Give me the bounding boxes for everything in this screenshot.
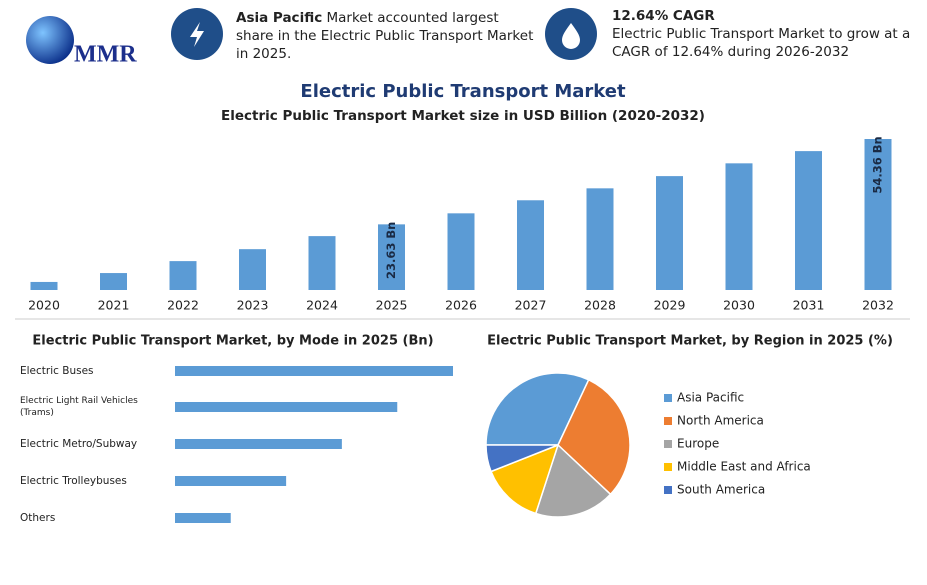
drop-icon <box>562 23 580 49</box>
legend-label: Middle East and Africa <box>677 460 811 474</box>
x-tick-label: 2023 <box>237 298 269 313</box>
legend-swatch <box>664 417 672 425</box>
legend-swatch <box>664 486 672 494</box>
bar <box>656 176 683 290</box>
bar <box>169 261 197 290</box>
x-tick-label: 2031 <box>793 298 825 313</box>
category-label: Electric Light Rail Vehicles (Trams) <box>20 396 138 418</box>
highlight-title: 12.64% CAGR <box>612 8 715 24</box>
chart-title: Electric Public Transport Market, by Mod… <box>32 334 433 349</box>
highlight: Asia Pacific Market accounted largest sh… <box>236 9 536 63</box>
highlight-text: Electric Public Transport Market to grow… <box>612 26 911 60</box>
bar <box>30 281 58 290</box>
legend-label: South America <box>677 483 765 497</box>
bar <box>795 151 822 290</box>
pie-slice <box>534 443 612 518</box>
x-tick-label: 2021 <box>98 298 130 313</box>
highlight: 12.64% CAGR Electric Public Transport Mar… <box>612 7 912 61</box>
x-tick-label: 2026 <box>445 298 477 313</box>
bolt-icon <box>190 22 204 47</box>
category-label: Others <box>20 512 56 524</box>
highlight-text: Market accounted largest share in the El… <box>236 10 534 62</box>
legend-label: Europe <box>677 437 719 451</box>
bar <box>239 249 266 290</box>
logo-globe <box>26 16 74 64</box>
logo-text: MMR <box>74 42 137 68</box>
bar <box>175 439 342 449</box>
x-tick-label: 2025 <box>376 298 408 313</box>
x-tick-label: 2027 <box>515 298 547 313</box>
highlight-bold: Asia Pacific <box>236 10 323 26</box>
bar <box>864 139 892 290</box>
bar <box>586 188 614 290</box>
chart-title: Electric Public Transport Market, by Reg… <box>487 334 893 349</box>
legend-swatch <box>664 440 672 448</box>
x-tick-label: 2022 <box>167 298 199 313</box>
pie-slice <box>485 372 590 446</box>
bar <box>725 163 753 290</box>
category-label: Electric Metro/Subway <box>20 438 138 450</box>
legend-label: North America <box>677 414 764 428</box>
legend-swatch <box>664 394 672 402</box>
x-tick-label: 2028 <box>584 298 616 313</box>
x-tick-label: 2030 <box>723 298 755 313</box>
bar <box>447 213 475 290</box>
legend-label: Asia Pacific <box>677 391 744 405</box>
bar <box>517 200 544 290</box>
chart-subtitle: Electric Public Transport Market size in… <box>221 108 705 124</box>
bar <box>100 273 127 290</box>
bar <box>175 366 453 376</box>
pie-slice <box>557 378 631 496</box>
x-tick-label: 2024 <box>306 298 338 313</box>
bar <box>175 476 287 486</box>
bar <box>378 224 405 290</box>
bar <box>308 236 336 290</box>
chart-title: Electric Public Transport Market <box>300 81 626 102</box>
x-tick-label: 2032 <box>862 298 894 313</box>
pie-slice <box>490 443 560 515</box>
x-tick-label: 2029 <box>654 298 686 313</box>
bar <box>175 513 231 523</box>
category-label: Electric Buses <box>20 365 94 377</box>
data-label: 54.36 Bn <box>871 136 885 193</box>
category-label: Electric Trolleybuses <box>20 475 127 487</box>
pie-slice <box>485 444 559 473</box>
x-tick-label: 2020 <box>28 298 60 313</box>
legend-swatch <box>664 463 672 471</box>
data-label: 23.63 Bn <box>384 222 398 279</box>
bar <box>175 402 398 412</box>
